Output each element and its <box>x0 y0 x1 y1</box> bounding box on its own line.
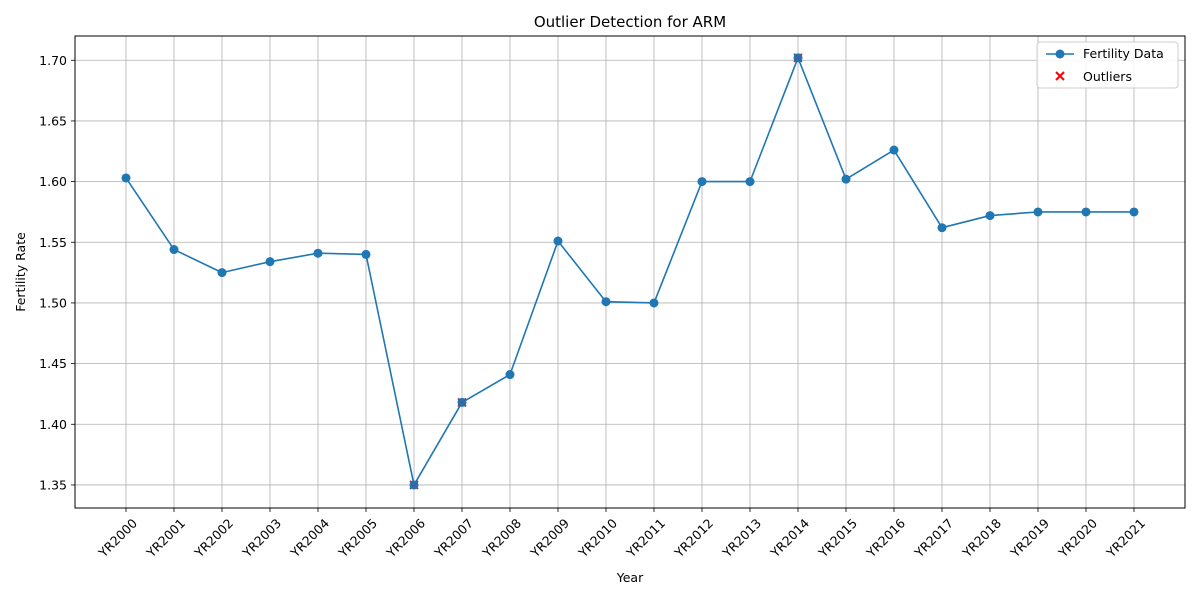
outlier-overlay <box>794 53 802 62</box>
fertility-data-point <box>649 298 659 308</box>
y-tick-label: 1.70 <box>39 53 67 68</box>
x-tick-label: YR2020 <box>1055 515 1100 560</box>
fertility-data-point <box>697 177 707 187</box>
fertility-data-point <box>889 145 899 155</box>
chart-title: Outlier Detection for ARM <box>534 13 726 31</box>
fertility-data-point <box>313 248 323 258</box>
y-tick-label: 1.35 <box>39 477 67 492</box>
x-tick-label: YR2017 <box>911 516 956 561</box>
x-tick-label: YR2002 <box>191 516 236 561</box>
x-tick-label: YR2016 <box>863 515 908 560</box>
x-tick-label: YR2014 <box>767 515 812 560</box>
fertility-data-point <box>553 236 563 246</box>
outlier-marker <box>409 480 419 490</box>
x-tick-label: YR2019 <box>1007 515 1052 560</box>
fertility-data-point <box>841 174 851 184</box>
fertility-data-point <box>265 257 275 267</box>
y-tick-label: 1.40 <box>39 417 67 432</box>
y-tick-label: 1.65 <box>39 113 67 128</box>
plot-frame <box>74 35 1186 509</box>
fertility-data-point <box>985 211 995 221</box>
legend-label-fertility-data: Fertility Data <box>1083 46 1164 61</box>
outlier-overlay <box>410 480 418 489</box>
x-tick-label: YR2018 <box>959 515 1004 560</box>
fertility-data-point <box>601 297 611 307</box>
outlier-marker <box>793 53 803 63</box>
x-tick-label: YR2021 <box>1103 516 1148 561</box>
x-tick-label: YR2001 <box>143 516 188 561</box>
outlier-marker <box>457 397 467 408</box>
x-tick-label: YR2010 <box>575 515 620 560</box>
x-tick-label: YR2007 <box>431 516 476 561</box>
x-tick-label: YR2004 <box>287 515 332 560</box>
legend-outlier-swatch <box>1055 71 1065 81</box>
y-tick-label: 1.50 <box>39 295 67 310</box>
y-axis-label: Fertility Rate <box>13 232 28 312</box>
series <box>121 53 1139 490</box>
x-tick-label: YR2005 <box>335 516 380 561</box>
fertility-data-point <box>361 249 371 259</box>
x-tick-label: YR2012 <box>671 516 716 561</box>
fertility-data-line <box>125 57 1134 486</box>
x-tick-label: YR2015 <box>815 516 860 561</box>
x-axis: YR2000 YR2001 YR2002 YR2003 YR2004 YR2005 YR20… <box>95 508 1148 561</box>
legend-label-outliers: Outliers <box>1083 69 1132 84</box>
x-tick-label: YR2000 <box>95 515 140 560</box>
x-tick-label: YR2003 <box>239 516 284 561</box>
legend-marker-swatch <box>1055 49 1065 59</box>
fertility-data-point <box>169 245 179 255</box>
grid <box>75 36 1185 508</box>
x-tick-label: YR2011 <box>623 516 668 561</box>
y-tick-label: 1.55 <box>39 235 67 250</box>
fertility-data-point <box>937 223 947 233</box>
y-tick-label: 1.60 <box>39 174 67 189</box>
outlier-overlay <box>458 398 466 407</box>
fertility-data-point <box>745 177 755 187</box>
y-axis: 1.35 1.40 1.45 1.50 1.55 1.60 1.65 1.70 <box>39 53 75 492</box>
fertility-data-point <box>217 268 227 278</box>
legend: Fertility Data Outliers <box>1036 41 1179 89</box>
fertility-data-point <box>1033 207 1043 217</box>
fertility-data-point <box>1081 207 1091 217</box>
y-tick-label: 1.45 <box>39 356 67 371</box>
x-tick-label: YR2006 <box>383 515 428 560</box>
fertility-data-point <box>505 370 515 380</box>
x-tick-label: YR2008 <box>479 515 524 560</box>
x-tick-label: YR2009 <box>527 515 572 560</box>
x-axis-label: Year <box>616 570 644 585</box>
x-tick-label: YR2013 <box>719 516 764 561</box>
fertility-data-point <box>1129 207 1139 217</box>
fertility-data-point <box>121 173 131 183</box>
